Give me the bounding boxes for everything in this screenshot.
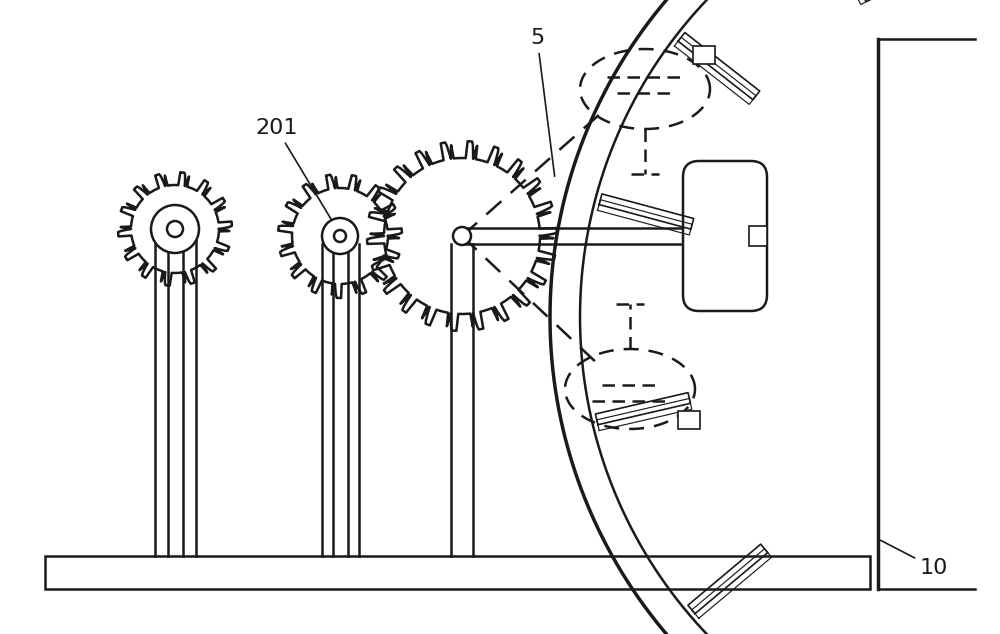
Circle shape: [334, 230, 346, 242]
Text: 10: 10: [880, 540, 948, 578]
Circle shape: [453, 227, 471, 245]
Bar: [693, 46, 715, 64]
Circle shape: [167, 221, 183, 237]
Bar: [45, 556, 870, 589]
Bar: [678, 411, 700, 429]
FancyBboxPatch shape: [683, 161, 767, 311]
Circle shape: [151, 205, 199, 253]
Text: 201: 201: [255, 118, 339, 231]
Circle shape: [322, 218, 358, 254]
Text: 5: 5: [530, 28, 555, 176]
Bar: [749, 226, 767, 246]
